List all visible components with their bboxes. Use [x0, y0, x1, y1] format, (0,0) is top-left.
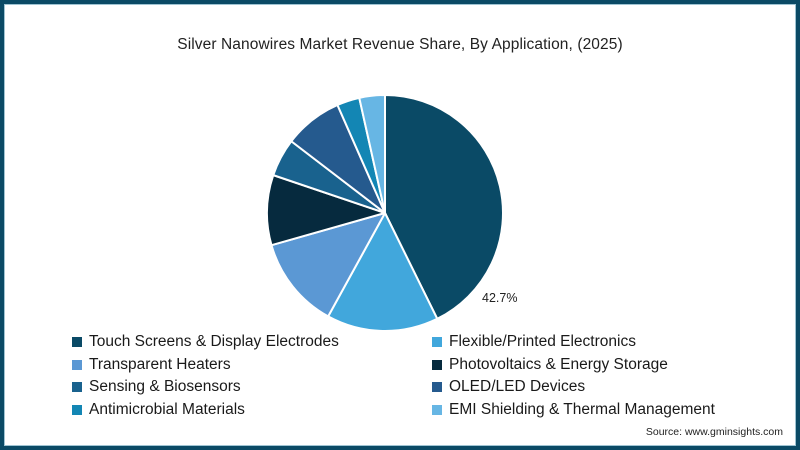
chart-title: Silver Nanowires Market Revenue Share, B… [177, 36, 623, 53]
legend-swatch-icon [432, 382, 442, 393]
legend-label: Transparent Heaters [89, 355, 231, 373]
legend-label: Sensing & Biosensors [89, 378, 241, 396]
legend-swatch-icon [72, 359, 82, 370]
legend-swatch-icon [432, 404, 442, 415]
legend-item: Flexible/Printed Electronics [432, 331, 752, 354]
legend-label: EMI Shielding & Thermal Management [449, 400, 715, 418]
legend-label: Photovoltaics & Energy Storage [449, 355, 668, 373]
legend-swatch-icon [72, 337, 82, 348]
legend-item: OLED/LED Devices [432, 376, 752, 399]
pie-slice [358, 94, 386, 214]
pie-slice [384, 94, 504, 320]
legend-item: EMI Shielding & Thermal Management [432, 399, 752, 422]
legend-item: Touch Screens & Display Electrodes [72, 331, 432, 354]
pie-slices [266, 94, 504, 332]
legend-swatch-icon [72, 404, 82, 415]
legend-item: Photovoltaics & Energy Storage [432, 354, 752, 377]
legend-swatch-icon [72, 382, 82, 393]
chart-legend: Touch Screens & Display Electrodes Flexib… [72, 331, 752, 421]
legend-label: Flexible/Printed Electronics [449, 333, 636, 351]
legend-item: Antimicrobial Materials [72, 399, 432, 422]
legend-item: Transparent Heaters [72, 354, 432, 377]
legend-label: Touch Screens & Display Electrodes [89, 333, 339, 351]
legend-item: Sensing & Biosensors [72, 376, 432, 399]
pie-slice [327, 212, 439, 332]
legend-swatch-icon [432, 337, 442, 348]
legend-swatch-icon [432, 359, 442, 370]
legend-label: OLED/LED Devices [449, 378, 586, 396]
slice-percent-label: 42.7% [482, 291, 517, 305]
legend-label: Antimicrobial Materials [89, 400, 245, 418]
source-note: Source: www.gminsights.com [645, 426, 783, 438]
pie-slice [270, 212, 386, 318]
